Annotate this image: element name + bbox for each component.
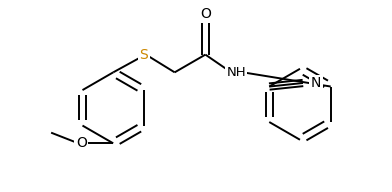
Text: S: S	[140, 48, 148, 62]
Text: N: N	[311, 76, 321, 90]
Text: O: O	[200, 7, 211, 21]
Text: O: O	[76, 136, 87, 150]
Text: NH: NH	[226, 66, 246, 79]
